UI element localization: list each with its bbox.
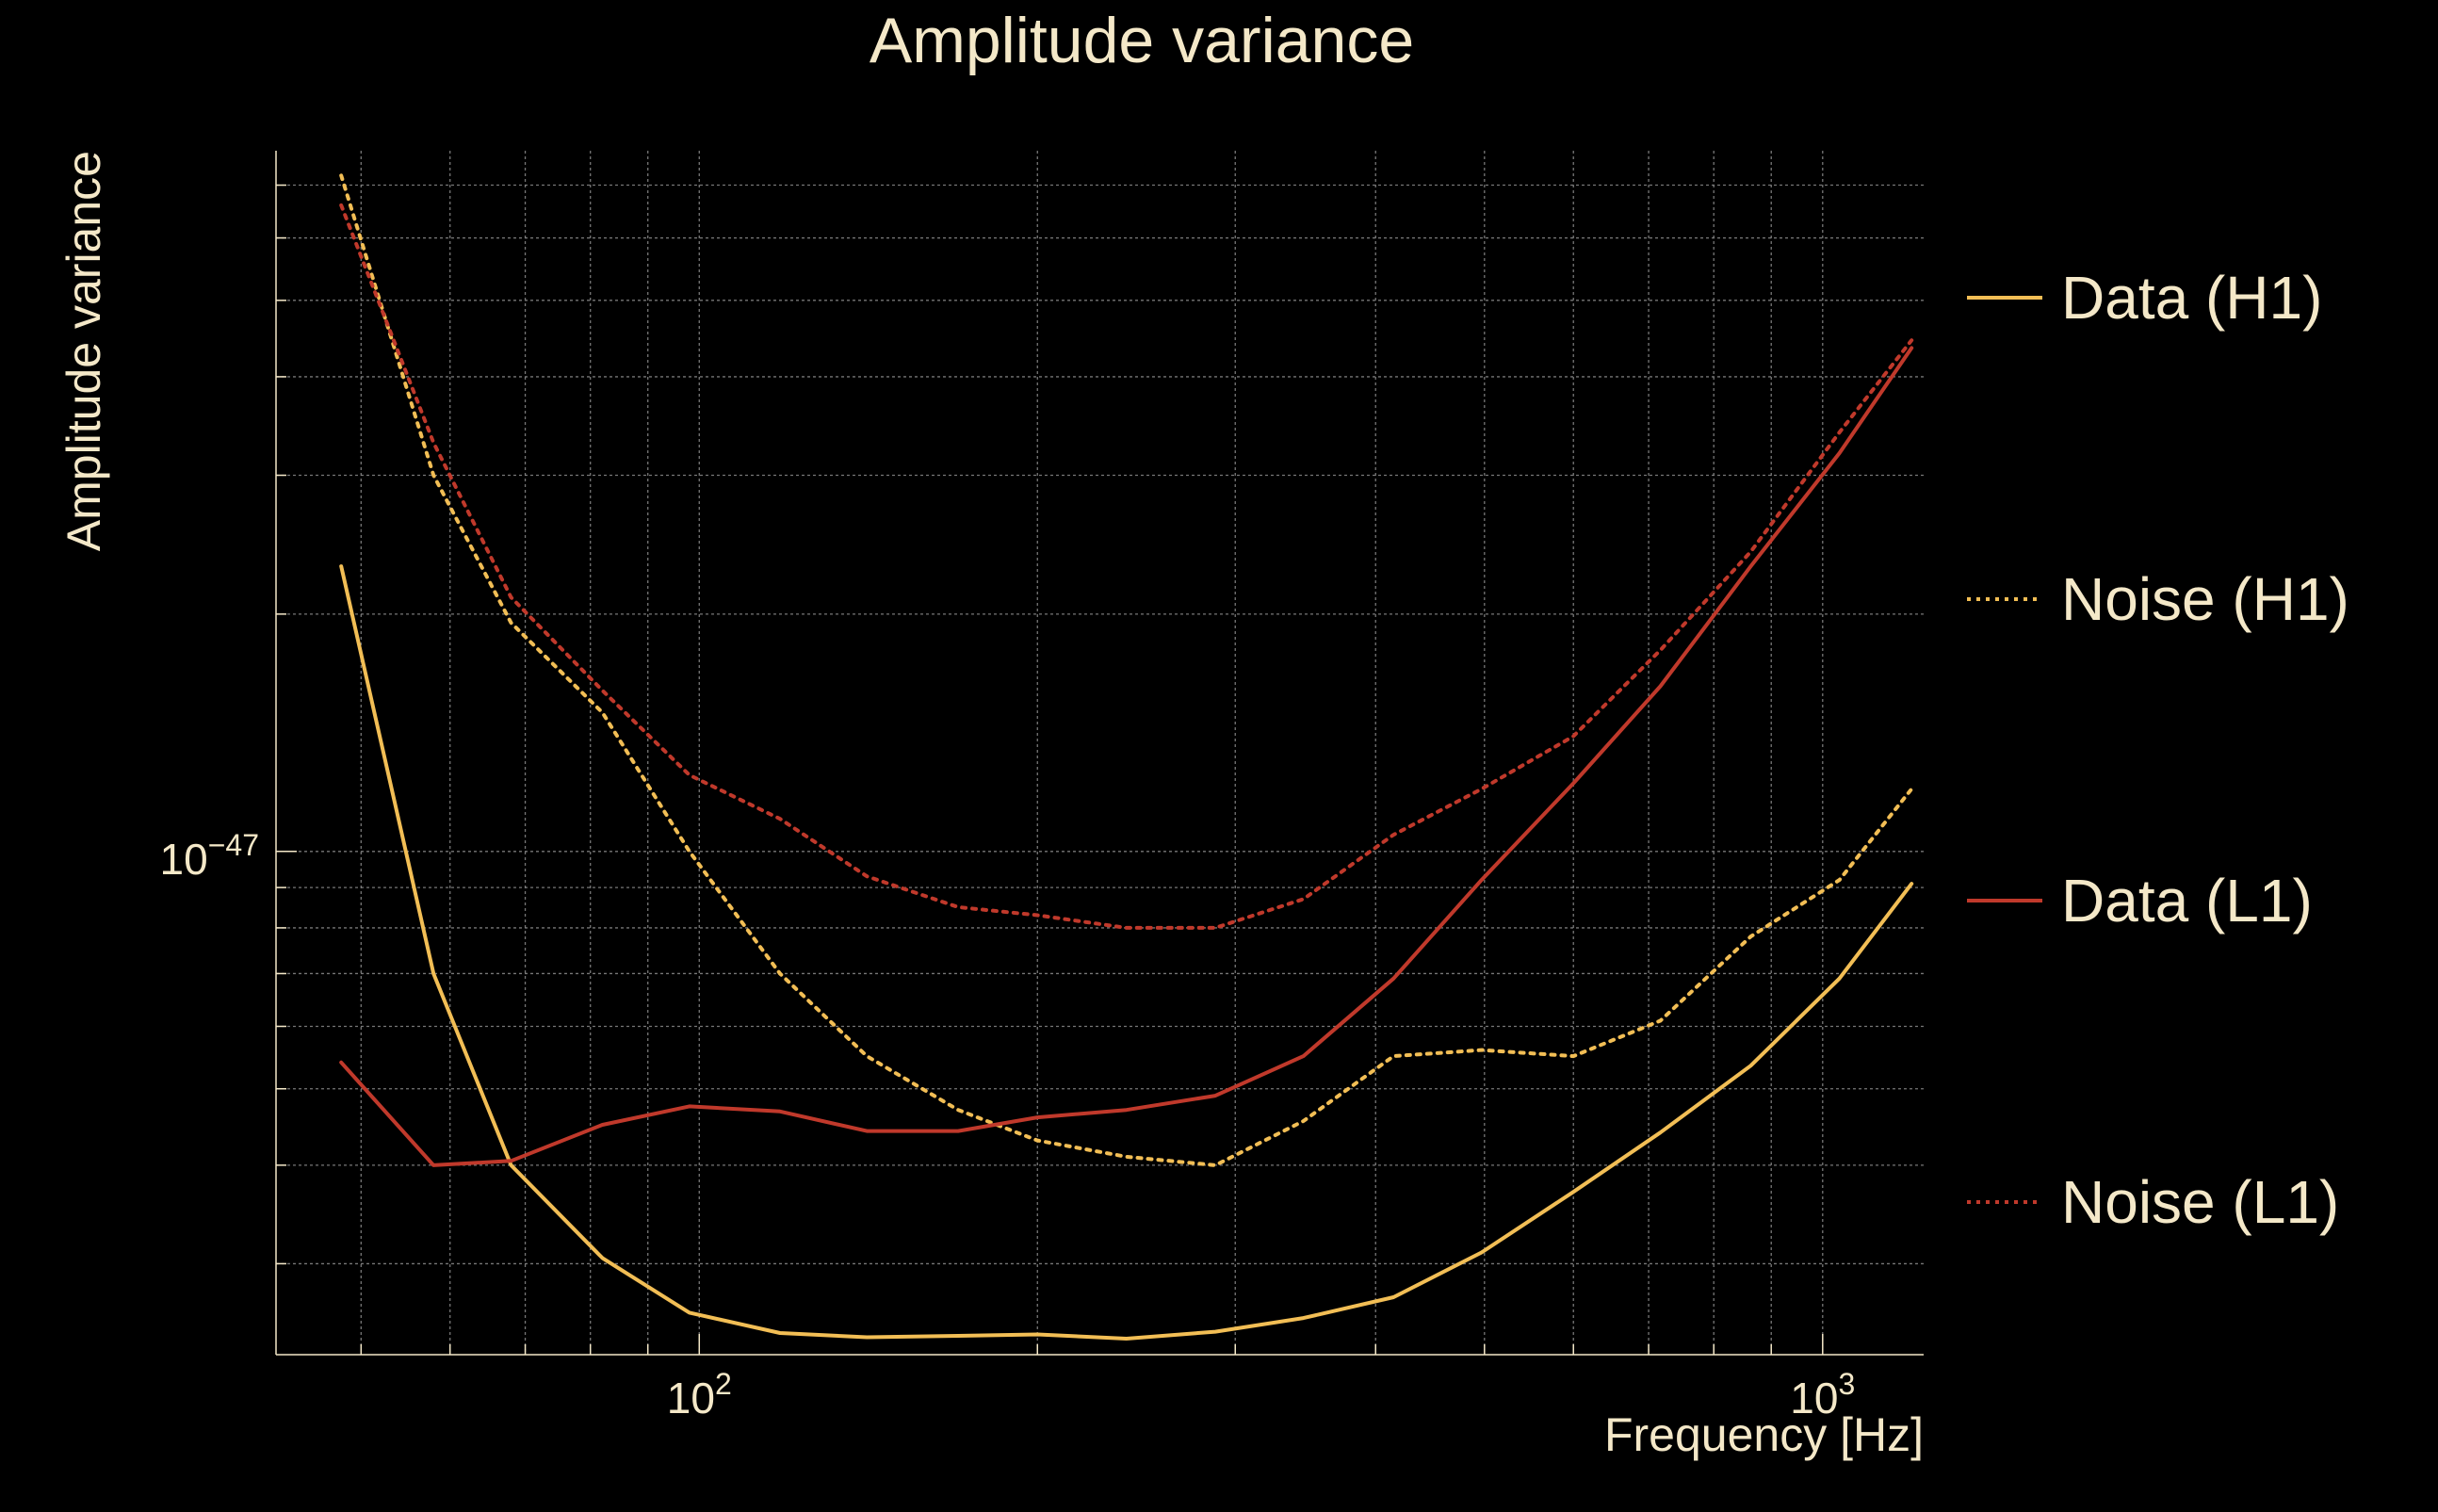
legend-label: Noise (L1) [2061, 1168, 2339, 1236]
series-line-data-l1 [339, 346, 1914, 1167]
legend-label: Noise (H1) [2061, 565, 2349, 633]
grid [276, 151, 1924, 1355]
x-tick-label: 102 [667, 1367, 732, 1423]
x-tick-label: 103 [1790, 1367, 1855, 1423]
series-line-noise-l1 [339, 203, 1914, 930]
chart-title: Amplitude variance [870, 5, 1414, 76]
legend: Data (H1) Noise (H1) Data (L1) Noise (L1) [1967, 264, 2349, 1236]
legend-label: Data (L1) [2061, 867, 2313, 935]
y-axis-label: Amplitude variance [57, 151, 110, 551]
y-tick-label: 10−47 [160, 828, 259, 884]
x-axis-label: Frequency [Hz] [1604, 1408, 1924, 1461]
axes: 102 103 10−47 [160, 151, 1924, 1423]
series-group [339, 173, 1914, 1341]
legend-label: Data (H1) [2061, 264, 2322, 332]
series-line-noise-h1 [339, 173, 1914, 1167]
series-line-data-h1 [339, 564, 1914, 1341]
